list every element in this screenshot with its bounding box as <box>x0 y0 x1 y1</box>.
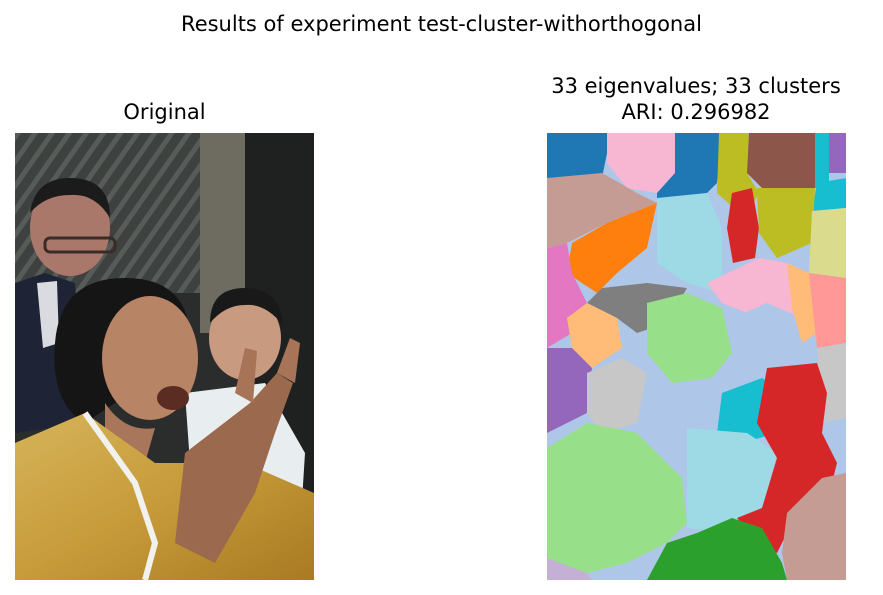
segmentation-title-line1: 33 eigenvalues; 33 clusters <box>551 74 841 98</box>
segmentation-map-svg <box>547 133 846 580</box>
segmentation-title-line2: ARI: 0.296982 <box>621 100 771 124</box>
original-image-title: Original <box>123 100 206 124</box>
original-photo-svg <box>15 133 314 580</box>
figure-suptitle: Results of experiment test-cluster-witho… <box>181 12 702 36</box>
segmentation-title: 33 eigenvalues; 33 clusters ARI: 0.29698… <box>520 73 872 125</box>
original-image <box>15 133 314 580</box>
segmentation-image <box>547 133 846 580</box>
